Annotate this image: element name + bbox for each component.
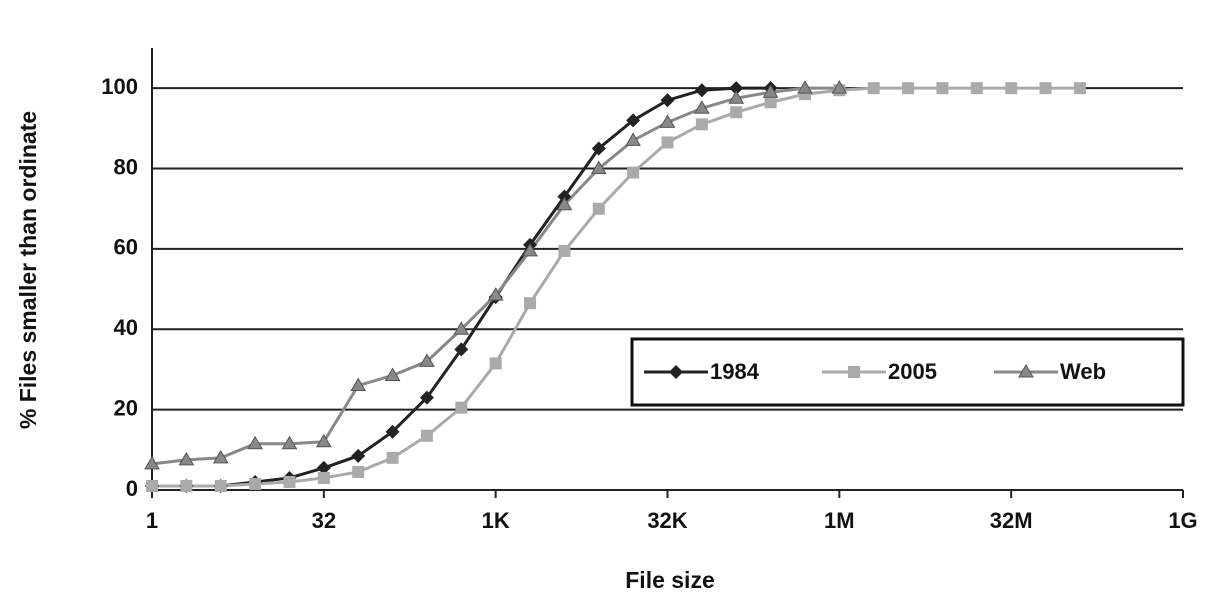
y-tick-label: 60 [114,235,138,260]
x-tick-label: 32 [312,508,336,533]
series-line [152,86,1080,488]
marker [419,390,434,405]
marker [764,96,777,109]
x-tick-label: 32M [990,508,1033,533]
marker [386,451,399,464]
marker [867,82,880,95]
legend-label: Web [1060,359,1106,384]
marker [249,477,262,490]
x-tick-label: 1K [482,508,510,533]
marker [146,479,158,492]
marker [591,141,606,156]
marker [1073,82,1086,95]
marker [590,160,607,175]
marker [625,132,642,146]
marker [626,113,641,128]
marker [694,83,709,98]
marker [762,84,779,98]
marker [848,366,860,378]
marker [315,433,332,448]
legend-box [630,337,1185,407]
y-tick-label: 0 [126,476,138,501]
marker [453,321,470,335]
marker [350,377,367,392]
x-axis-title: File size [625,567,714,593]
marker [557,189,572,204]
marker [180,479,193,492]
marker [1018,364,1034,378]
marker [352,465,365,478]
y-tick-label: 40 [114,315,138,340]
marker [831,80,848,94]
marker [454,342,469,357]
x-tick-label: 32K [647,508,687,533]
marker [669,365,683,379]
marker [351,448,366,463]
marker [797,80,813,94]
y-axis-title: % Files smaller than ordinate [15,111,41,429]
x-tick-label: 1M [824,508,855,533]
marker [728,90,745,104]
marker [178,451,195,466]
marker [283,475,296,488]
legend-label: 2005 [888,359,937,384]
marker [695,118,708,131]
marker [247,435,263,450]
marker [384,367,401,381]
marker [902,82,915,95]
marker [522,242,538,257]
marker [556,196,573,211]
series-line [152,86,771,488]
marker [729,81,744,96]
marker [281,435,298,450]
marker [592,202,605,215]
marker [970,82,983,95]
y-tick-label: 80 [114,154,138,179]
marker [660,93,675,108]
marker [316,460,331,475]
marker [487,287,504,301]
marker [661,136,674,149]
marker [693,100,710,114]
marker [489,357,502,370]
marker [524,297,537,310]
marker [627,166,640,179]
marker [936,82,949,95]
legend: 1984 2005 Web [630,337,1185,407]
marker [214,479,227,492]
x-tick-label: 1G [1168,508,1197,533]
marker [659,114,676,128]
marker [420,429,433,442]
marker [1005,82,1018,95]
marker [455,401,468,414]
marker [730,106,743,119]
y-tick-label: 100 [101,74,138,99]
legend-label: 1984 [710,359,760,384]
marker [1039,82,1052,95]
marker [212,449,229,464]
marker [144,455,160,470]
marker [558,244,571,257]
marker [317,471,330,484]
x-tick-label: 1 [146,508,158,533]
marker [419,353,435,367]
marker [385,424,400,439]
series-line [151,86,840,466]
y-tick-label: 20 [114,395,138,420]
